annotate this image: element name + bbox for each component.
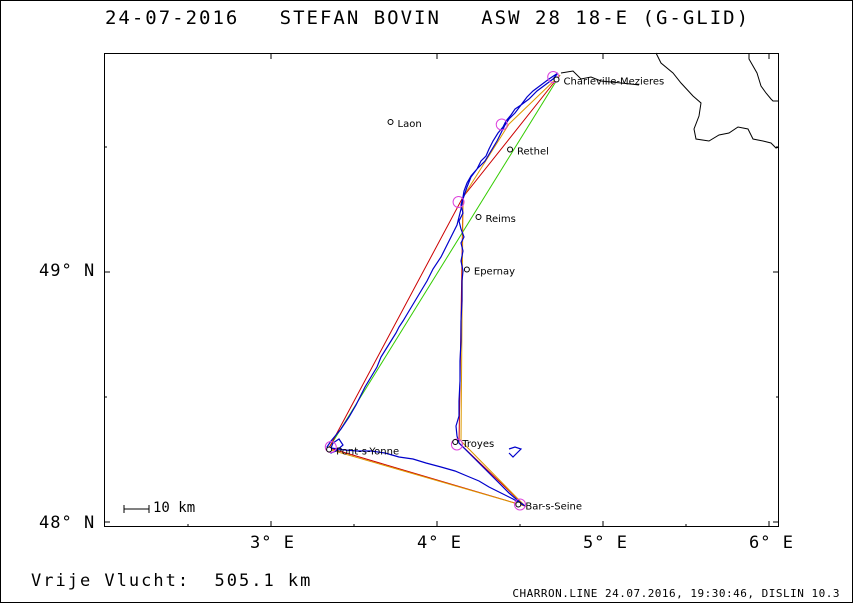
x-tick-4e: 4° E (417, 533, 462, 553)
city-marker (463, 266, 470, 273)
city-marker (387, 119, 394, 125)
task-course (330, 74, 561, 508)
x-tick-3e: 3° E (250, 533, 295, 553)
generator-info: CHARRON.LINE 24.07.2016, 19:30:46, DISLI… (512, 587, 840, 600)
city-label: Bar-s-Seine (525, 502, 582, 513)
city-label: Troyes (461, 439, 494, 450)
x-tick-6e: 6° E (749, 533, 794, 553)
turnpoint-circle (324, 441, 337, 453)
country-border-3 (560, 70, 640, 86)
x-tick-5e: 5° E (583, 533, 628, 553)
turnpoint-circle (495, 118, 508, 131)
city-marker (515, 501, 522, 508)
city-marker (452, 439, 459, 445)
city-label: Reims (486, 214, 516, 225)
flight-track (326, 72, 559, 507)
city-label: Pont-s-Yonne (336, 447, 399, 458)
turnpoint-circle (514, 498, 526, 511)
map-frame (104, 53, 779, 527)
distance-label: Vrije Vlucht: 505.1 km (31, 571, 313, 591)
city-label: Charleville-Mezieres (564, 77, 665, 88)
city-marker (475, 214, 482, 220)
city-marker (507, 146, 514, 153)
city-marker (553, 76, 560, 83)
flight-track-detail (508, 446, 523, 458)
country-border (655, 52, 780, 149)
turnpoint-circle (547, 71, 560, 83)
closing-leg (328, 74, 561, 449)
scale-bar-label: 10 km (153, 500, 196, 516)
city-label: Rethel (517, 147, 549, 158)
city-label: Epernay (474, 267, 515, 278)
cities-layer: Charleville-Mezieres Laon Rethel Reims Epern… (326, 76, 665, 513)
turnpoints-layer (324, 71, 560, 511)
y-tick-48n: 48° N (39, 513, 96, 533)
scale-bar (123, 505, 150, 513)
axis-ticks (104, 53, 779, 527)
country-border-2 (748, 53, 779, 102)
city-marker (326, 446, 333, 453)
turnpoint-circle (452, 196, 465, 208)
turnpoint-circle (450, 438, 463, 451)
triangle-course (328, 74, 561, 507)
y-tick-49n: 49° N (39, 261, 96, 281)
flight-title: 24-07-2016 STEFAN BOVIN ASW 28 18-E (G-G… (104, 7, 751, 29)
city-label: Laon (398, 119, 422, 130)
